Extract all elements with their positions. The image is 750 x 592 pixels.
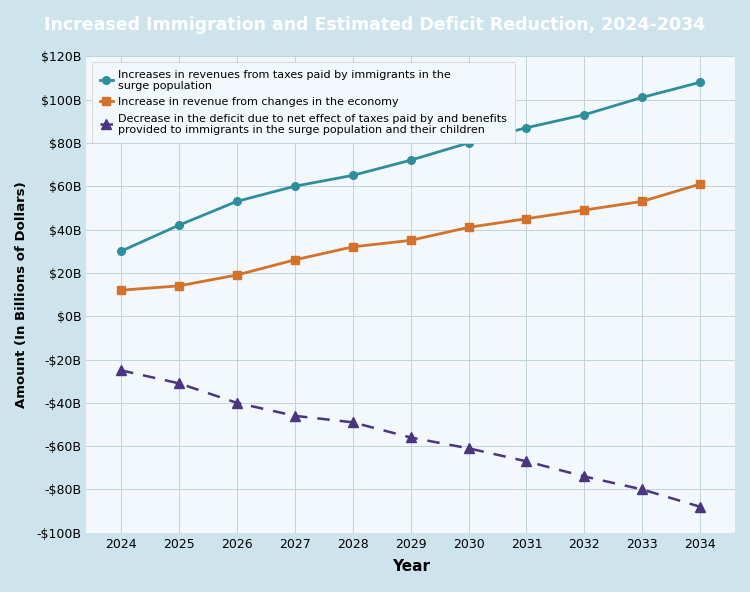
Increase in revenue from changes in the economy <box>232 272 242 279</box>
Decrease in the deficit due to net effect of taxes paid by and benefits
provided to immigrants in the surge population and their children <box>290 412 299 419</box>
Decrease in the deficit due to net effect of taxes paid by and benefits
provided to immigrants in the surge population and their children <box>116 367 125 374</box>
Decrease in the deficit due to net effect of taxes paid by and benefits
provided to immigrants in the surge population and their children <box>580 473 589 480</box>
Increases in revenues from taxes paid by immigrants in the
surge population <box>696 79 705 86</box>
Increase in revenue from changes in the economy <box>348 243 357 250</box>
Increases in revenues from taxes paid by immigrants in the
surge population <box>638 94 646 101</box>
Increases in revenues from taxes paid by immigrants in the
surge population <box>290 183 299 190</box>
Decrease in the deficit due to net effect of taxes paid by and benefits
provided to immigrants in the surge population and their children <box>638 486 646 493</box>
Increase in revenue from changes in the economy <box>406 237 416 244</box>
Decrease in the deficit due to net effect of taxes paid by and benefits
provided to immigrants in the surge population and their children <box>406 434 416 441</box>
Increases in revenues from taxes paid by immigrants in the
surge population <box>232 198 242 205</box>
X-axis label: Year: Year <box>392 559 430 574</box>
Increases in revenues from taxes paid by immigrants in the
surge population <box>348 172 357 179</box>
Increases in revenues from taxes paid by immigrants in the
surge population <box>464 139 473 146</box>
Increase in revenue from changes in the economy <box>580 207 589 214</box>
Decrease in the deficit due to net effect of taxes paid by and benefits
provided to immigrants in the surge population and their children <box>696 503 705 510</box>
Y-axis label: Amount (In Billions of Dollars): Amount (In Billions of Dollars) <box>15 181 28 408</box>
Text: Increased Immigration and Estimated Deficit Reduction, 2024-2034: Increased Immigration and Estimated Defi… <box>44 16 706 34</box>
Increase in revenue from changes in the economy <box>464 224 473 231</box>
Increases in revenues from taxes paid by immigrants in the
surge population <box>522 124 531 131</box>
Line: Increase in revenue from changes in the economy: Increase in revenue from changes in the … <box>117 180 704 294</box>
Increase in revenue from changes in the economy <box>175 282 184 289</box>
Decrease in the deficit due to net effect of taxes paid by and benefits
provided to immigrants in the surge population and their children <box>464 445 473 452</box>
Legend: Increases in revenues from taxes paid by immigrants in the
surge population, Inc: Increases in revenues from taxes paid by… <box>92 62 515 143</box>
Increases in revenues from taxes paid by immigrants in the
surge population <box>116 247 125 255</box>
Increase in revenue from changes in the economy <box>290 256 299 263</box>
Increases in revenues from taxes paid by immigrants in the
surge population <box>406 157 416 164</box>
Decrease in the deficit due to net effect of taxes paid by and benefits
provided to immigrants in the surge population and their children <box>522 458 531 465</box>
Decrease in the deficit due to net effect of taxes paid by and benefits
provided to immigrants in the surge population and their children <box>175 380 184 387</box>
Line: Decrease in the deficit due to net effect of taxes paid by and benefits
provided to immigrants in the surge population and their children: Decrease in the deficit due to net effec… <box>116 365 705 511</box>
Increase in revenue from changes in the economy <box>638 198 646 205</box>
Decrease in the deficit due to net effect of taxes paid by and benefits
provided to immigrants in the surge population and their children <box>348 419 357 426</box>
Decrease in the deficit due to net effect of taxes paid by and benefits
provided to immigrants in the surge population and their children <box>232 399 242 406</box>
Increase in revenue from changes in the economy <box>696 181 705 188</box>
Increase in revenue from changes in the economy <box>522 215 531 222</box>
Line: Increases in revenues from taxes paid by immigrants in the
surge population: Increases in revenues from taxes paid by… <box>117 78 704 255</box>
Increases in revenues from taxes paid by immigrants in the
surge population <box>175 221 184 229</box>
Increases in revenues from taxes paid by immigrants in the
surge population <box>580 111 589 118</box>
Increase in revenue from changes in the economy <box>116 287 125 294</box>
